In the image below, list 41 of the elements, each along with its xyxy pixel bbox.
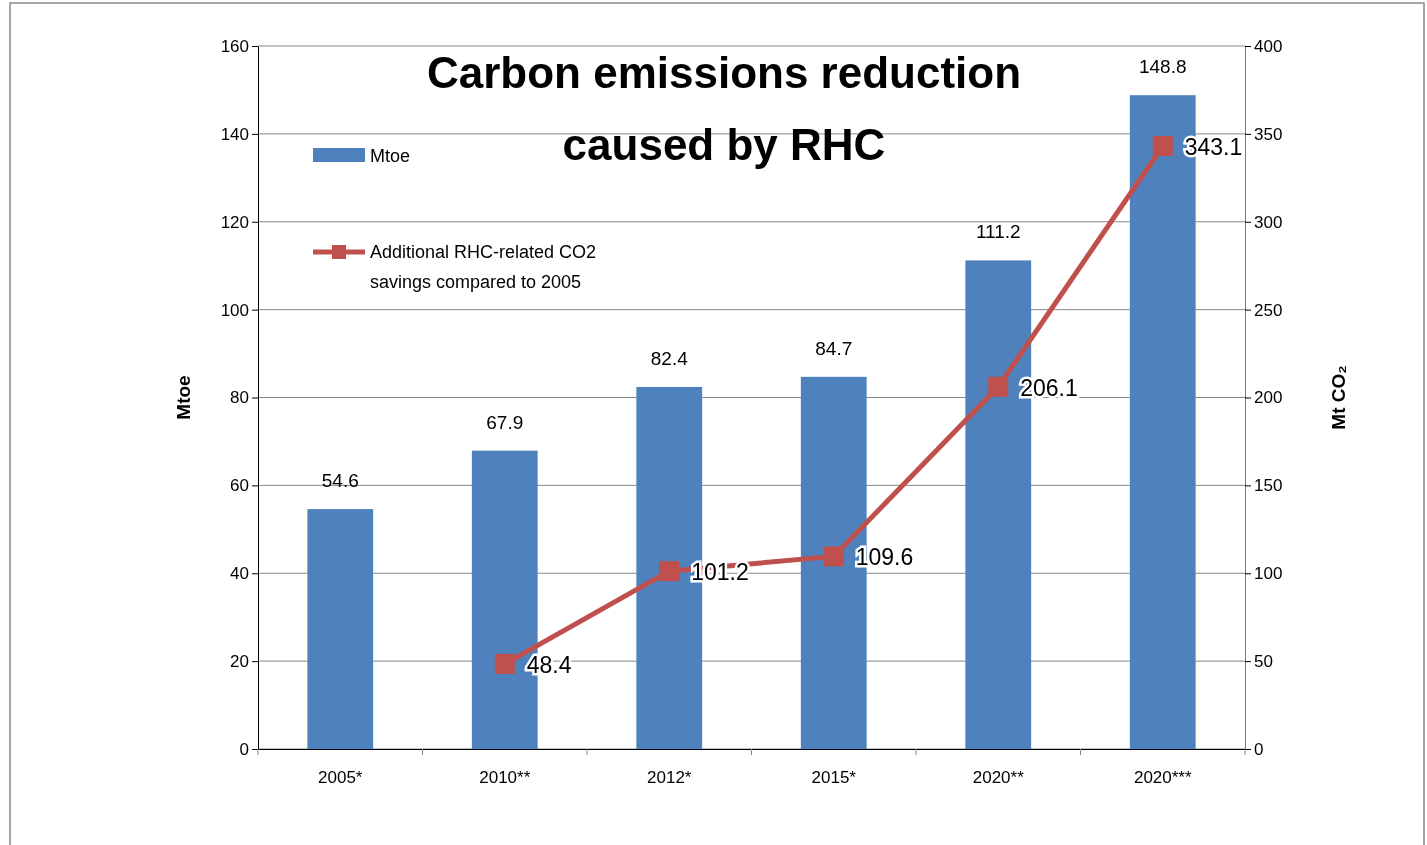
point bbox=[494, 653, 515, 674]
y-tick-label: 80 bbox=[230, 388, 249, 408]
data-label: 84.7 bbox=[815, 337, 853, 359]
y2-tick-label: 200 bbox=[1254, 388, 1283, 408]
y2-tick-label: 100 bbox=[1254, 564, 1283, 584]
y2-tick-label: 300 bbox=[1254, 212, 1283, 232]
x-tick-label: 2020** bbox=[972, 768, 1025, 788]
point bbox=[988, 376, 1009, 397]
data-label: 82.4 bbox=[650, 347, 689, 369]
y2-tick-label: 50 bbox=[1254, 652, 1273, 672]
y-tick-label: 140 bbox=[220, 124, 249, 144]
point bbox=[659, 561, 680, 582]
y2-tick-label: 400 bbox=[1254, 36, 1283, 56]
legend-label: Mtoe bbox=[370, 146, 411, 166]
point bbox=[823, 546, 844, 567]
legend-label: Additional RHC-related CO2 savings compared to 2005 bbox=[370, 242, 597, 292]
y2-tick-label: 0 bbox=[1254, 739, 1264, 759]
y-tick-label: 160 bbox=[220, 36, 249, 56]
bar bbox=[307, 509, 374, 749]
y-tick-label: 0 bbox=[239, 739, 249, 759]
y-tick-label: 40 bbox=[230, 564, 249, 584]
y2-tick-label: 350 bbox=[1254, 124, 1283, 144]
y-axis-title: Mtoe bbox=[173, 375, 194, 420]
text: Carbon emissions reduction caused by RHC bbox=[426, 48, 1022, 169]
data-label: 111.2 bbox=[975, 221, 1021, 243]
data-label: 54.6 bbox=[321, 470, 359, 492]
x-tick-label: 2010** bbox=[479, 768, 531, 788]
point bbox=[1152, 136, 1173, 156]
data-label: 67.9 bbox=[486, 411, 524, 433]
y-tick-label: 60 bbox=[230, 476, 249, 496]
x-tick-label: 2020*** bbox=[1133, 768, 1192, 788]
y2-tick-label: 250 bbox=[1254, 300, 1283, 320]
data-label: 148.8 bbox=[1138, 56, 1187, 78]
x-tick-label: 2012* bbox=[647, 768, 692, 788]
y2-tick-label: 150 bbox=[1254, 476, 1283, 496]
x-tick-label: 2015* bbox=[811, 768, 857, 788]
y-tick-label: 120 bbox=[220, 212, 249, 232]
y-tick-label: 100 bbox=[220, 300, 249, 320]
y-tick-label: 20 bbox=[230, 652, 249, 672]
x-tick-label: 2005* bbox=[318, 768, 363, 788]
y2-axis-title: Mt CO₂ bbox=[1328, 365, 1349, 430]
